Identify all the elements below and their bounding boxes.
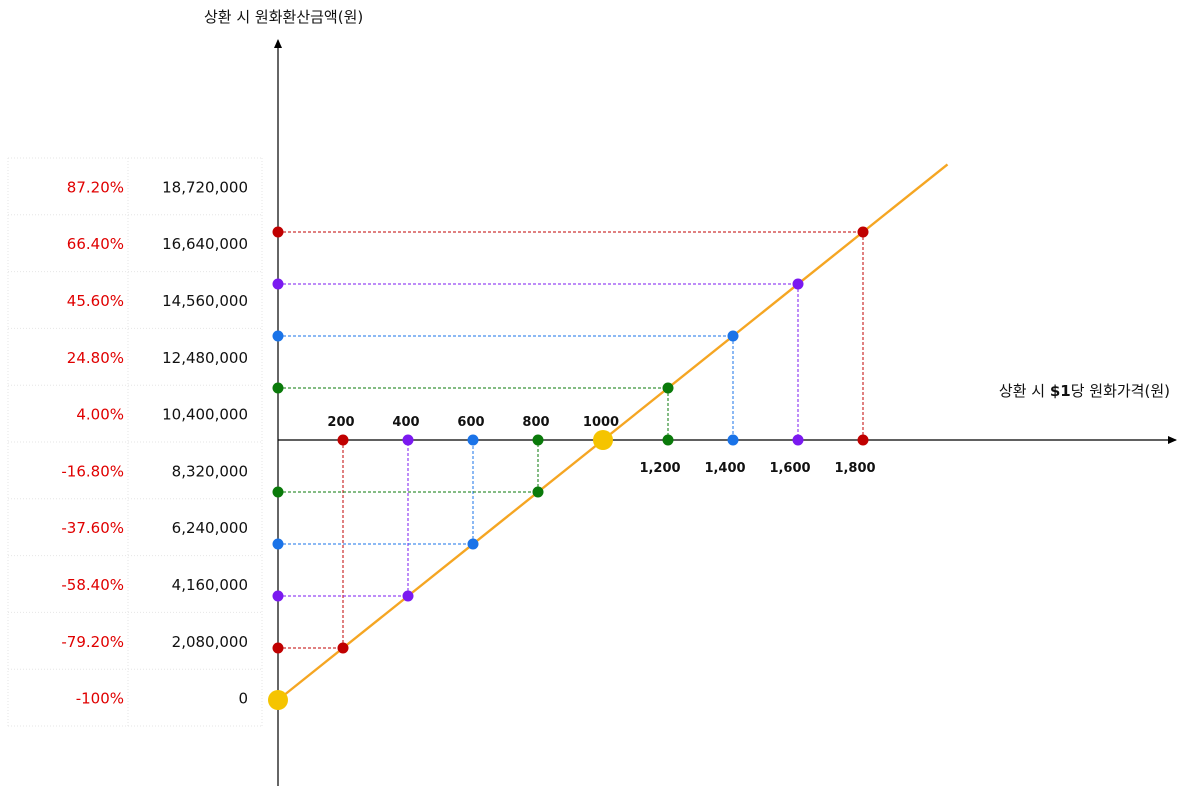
data-markers [268, 226, 869, 710]
origin-anchor-marker [268, 690, 288, 710]
y-axis-marker [272, 226, 284, 238]
x-tick-label: 1,600 [769, 461, 810, 476]
row-pct-label: 45.60% [67, 292, 124, 310]
y-axis-marker [272, 330, 284, 342]
x-axis-title-part-2: $1 [1050, 382, 1071, 400]
line-point-marker [792, 278, 804, 290]
x-tick-label: 1000 [583, 415, 619, 430]
y-axis-marker [272, 538, 284, 550]
row-pct-label: 87.20% [67, 178, 124, 196]
axes [274, 39, 1177, 786]
label-table-grid [7, 157, 263, 727]
row-value-label: 0 [238, 690, 248, 708]
x-axis-marker [727, 434, 739, 446]
x-axis-title-part-3: 당 원화가격(원) [1071, 382, 1170, 400]
row-pct-label: -79.20% [61, 633, 124, 651]
y-axis-marker [272, 642, 284, 654]
x-tick-label: 1,800 [834, 461, 875, 476]
row-value-label: 18,720,000 [162, 178, 248, 196]
x-tick-label: 400 [392, 415, 419, 430]
line-point-marker [727, 330, 739, 342]
row-pct-label: 4.00% [76, 406, 124, 424]
row-pct-label: -100% [76, 690, 124, 708]
row-value-label: 14,560,000 [162, 292, 248, 310]
x-axis-marker [402, 434, 414, 446]
row-value-label: 2,080,000 [172, 633, 248, 651]
line-point-marker [467, 538, 479, 550]
guide-lines [278, 231, 864, 649]
y-axis-title: 상환 시 원화환산금액(원) [204, 8, 363, 26]
line-point-marker [662, 382, 674, 394]
line-point-marker [402, 590, 414, 602]
x-tick-label: 1,400 [704, 461, 745, 476]
row-value-label: 10,400,000 [162, 406, 248, 424]
x-axis-marker [792, 434, 804, 446]
x-axis-marker [337, 434, 349, 446]
row-value-label: 8,320,000 [172, 462, 248, 480]
x-axis-marker [857, 434, 869, 446]
row-pct-label: -58.40% [61, 576, 124, 594]
y-axis-marker [272, 278, 284, 290]
row-value-label: 16,640,000 [162, 235, 248, 253]
x-axis-marker [532, 434, 544, 446]
payoff-line-group [277, 163, 949, 701]
row-value-label: 4,160,000 [172, 576, 248, 594]
x-axis-title-part-1: 상환 시 [999, 382, 1050, 400]
line-point-marker [857, 226, 869, 238]
x-tick-label: 800 [522, 415, 549, 430]
x-tick-label: 1,200 [639, 461, 680, 476]
y-axis-marker [272, 382, 284, 394]
payoff-line [277, 163, 949, 701]
y-axis-marker [272, 590, 284, 602]
x-axis-marker [467, 434, 479, 446]
row-value-label: 6,240,000 [172, 519, 248, 537]
row-value-label: 12,480,000 [162, 349, 248, 367]
x-tick-label: 200 [327, 415, 354, 430]
x-axis-title: 상환 시 $1당 원화가격(원) [999, 382, 1170, 400]
tick-labels: 87.20% 18,720,000 66.40% 16,640,000 45.60% 14… [61, 178, 875, 707]
break-even-anchor-marker [593, 430, 613, 450]
row-pct-label: -37.60% [61, 519, 124, 537]
line-point-marker [337, 642, 349, 654]
x-axis-marker [662, 434, 674, 446]
row-pct-label: 24.80% [67, 349, 124, 367]
line-point-marker [532, 486, 544, 498]
y-axis-marker [272, 486, 284, 498]
row-pct-label: 66.40% [67, 235, 124, 253]
row-pct-label: -16.80% [61, 462, 124, 480]
x-tick-label: 600 [457, 415, 484, 430]
